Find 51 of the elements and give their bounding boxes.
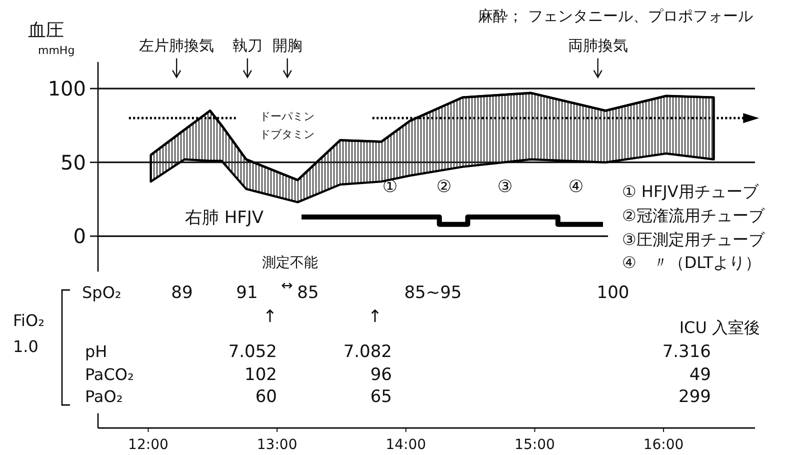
annotation: 85 — [297, 283, 319, 303]
annotation: ドーパミン — [260, 110, 314, 123]
text: 麻酔； フェンタニール、プロポフォール — [478, 7, 753, 25]
annotation: ① — [382, 177, 398, 197]
annotation: ドブタミン — [260, 128, 314, 141]
annotation: 85~95 — [404, 283, 462, 303]
annotation: 左片肺換気 — [139, 36, 214, 54]
annotation: ICU 入室後 — [679, 318, 760, 337]
annotation: 91 — [236, 283, 258, 303]
x-tick-label: 16:00 — [643, 437, 684, 453]
annotation: 89 — [171, 283, 193, 303]
annotation: ③ — [497, 177, 513, 197]
annotation: 7.082 — [343, 342, 392, 362]
annotation: 102 — [244, 365, 277, 385]
annotation: 49 — [689, 365, 711, 385]
y-tick-label: 0 — [73, 224, 86, 248]
annotation: 7.316 — [662, 342, 711, 362]
annotation: SpO₂ — [82, 283, 122, 302]
annotation: ④ — [568, 177, 584, 197]
text: mmHg — [38, 44, 75, 57]
annotation: ② — [436, 177, 452, 197]
annotation: 7.052 — [228, 342, 277, 362]
annotation: ③圧測定用チューブ — [622, 230, 766, 249]
text: 1.0 — [13, 337, 38, 356]
annotation: 執刀 — [232, 36, 262, 54]
annotation: 開胸 — [272, 36, 302, 54]
annotation: ↔ — [281, 278, 294, 294]
annotation: ↑ — [368, 307, 382, 327]
annotation: 96 — [370, 365, 392, 385]
x-tick-label: 15:00 — [514, 437, 555, 453]
annotation: 60 — [255, 387, 277, 407]
annotation: ②冠潅流用チューブ — [622, 206, 766, 225]
annotation: 測定不能 — [262, 255, 318, 271]
annotation: 両肺換気 — [568, 36, 628, 54]
x-tick-label: 13:00 — [256, 437, 298, 453]
text: 右肺 HFJV — [184, 208, 264, 228]
y-tick-label: 50 — [60, 150, 86, 174]
annotation: ④ 〃（DLTより） — [622, 253, 762, 272]
x-tick-label: 14:00 — [386, 437, 426, 453]
x-tick-label: 12:00 — [128, 437, 168, 453]
annotation: 65 — [370, 387, 392, 407]
text: FiO₂ — [13, 311, 44, 330]
annotation: ↑ — [262, 307, 278, 327]
y-tick-label: 100 — [48, 76, 86, 101]
annotation: PaCO₂ — [85, 365, 134, 384]
annotation: 100 — [596, 283, 630, 303]
annotation: pH — [85, 342, 108, 361]
annotation: ① HFJV用チューブ — [622, 182, 760, 201]
y-axis-title: 血圧 — [28, 20, 64, 41]
annotation: PaO₂ — [85, 387, 123, 406]
annotation: 299 — [678, 387, 711, 407]
